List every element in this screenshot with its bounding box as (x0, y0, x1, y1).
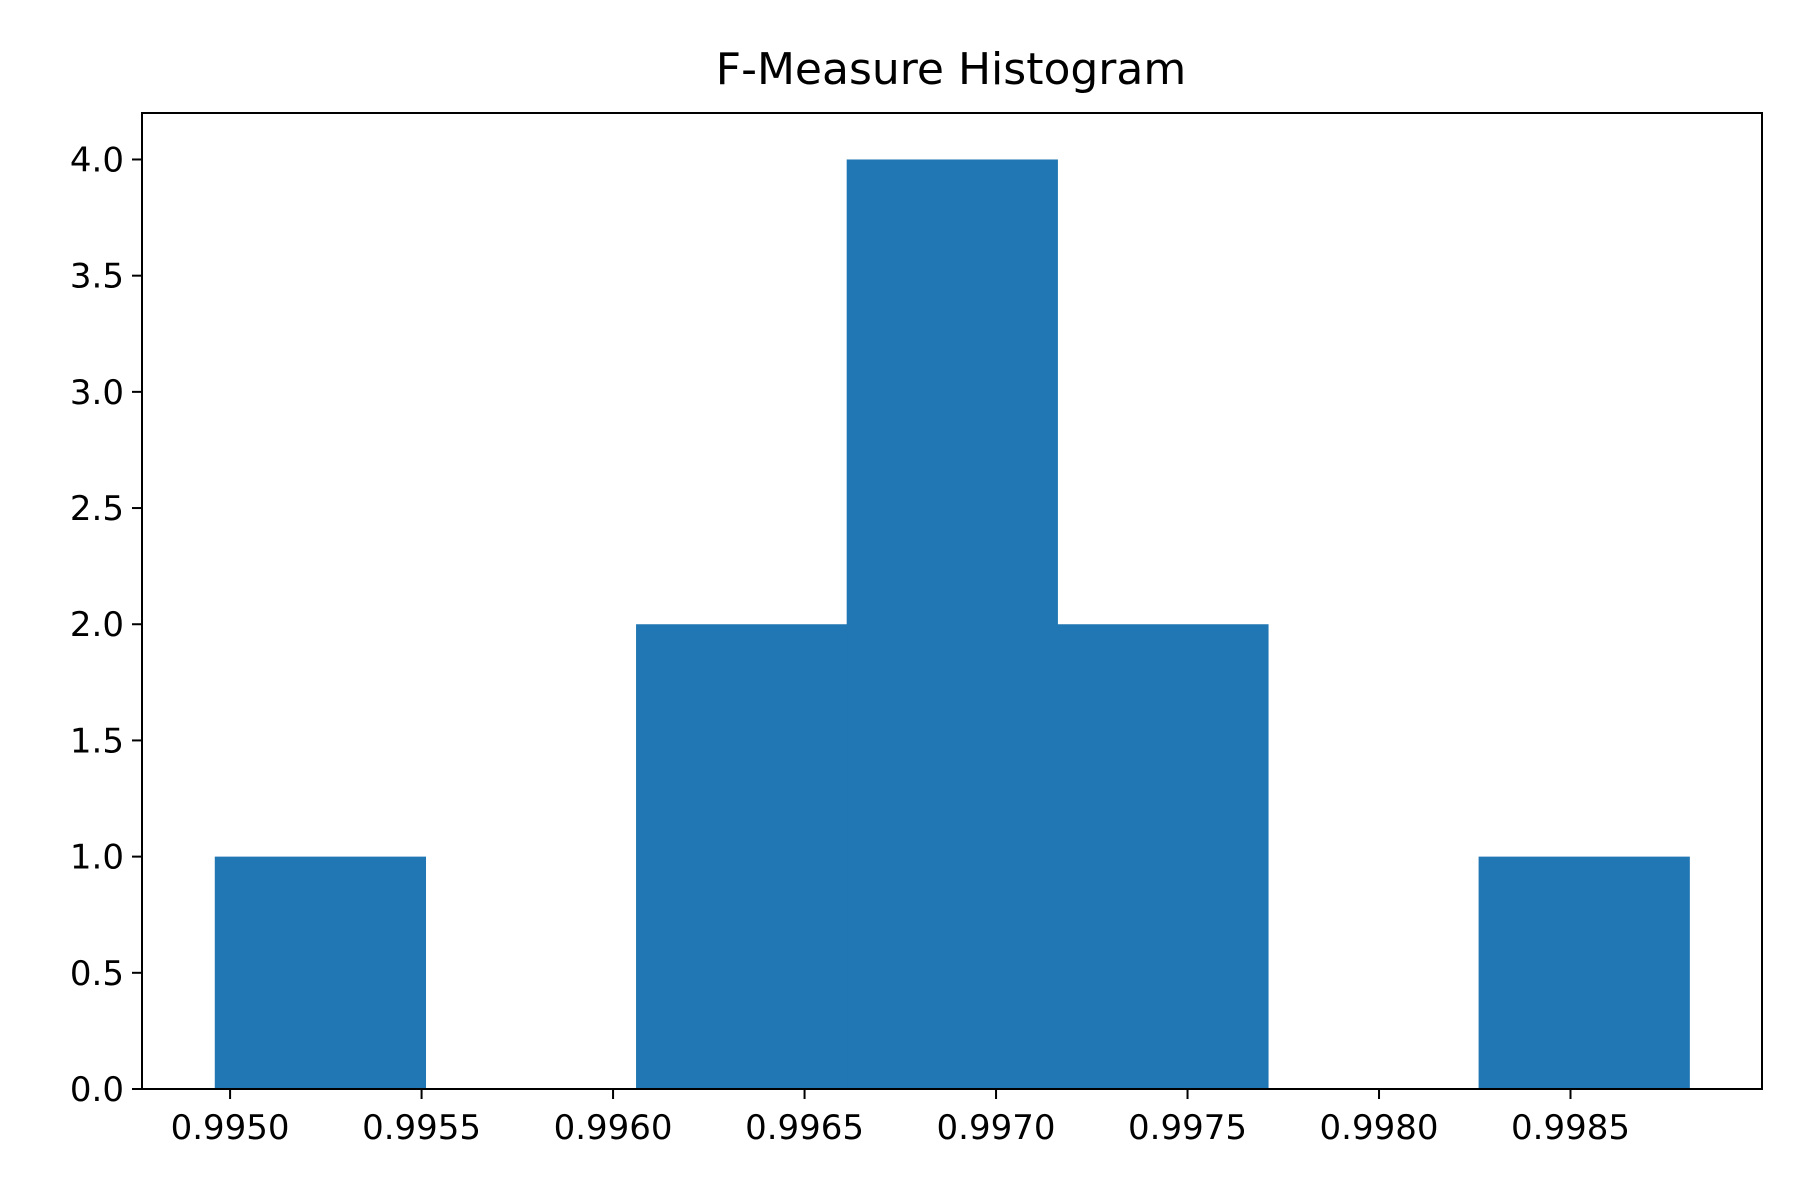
y-tick-label-7: 3.5 (70, 257, 124, 297)
x-tick-label-4: 0.9970 (937, 1108, 1056, 1148)
y-tick-label-2: 1.0 (70, 838, 124, 878)
plot-frame (141, 112, 1763, 1090)
histogram-bar-6 (1478, 856, 1690, 1089)
x-tick-label-1: 0.9955 (362, 1108, 481, 1148)
chart-title: F-Measure Histogram (716, 44, 1186, 95)
y-tick-label-4: 2.0 (70, 605, 124, 645)
histogram-bar-2 (636, 624, 848, 1089)
histogram-bar-4 (1057, 624, 1269, 1089)
x-tick-label-7: 0.9985 (1511, 1108, 1630, 1148)
y-tick-label-6: 3.0 (70, 373, 124, 413)
x-axis-ticks: 0.9950 0.9955 0.9960 0.9965 0.9970 0.9975 0.99… (171, 1089, 1630, 1148)
histogram-bar-3 (846, 159, 1058, 1090)
bars-layer (214, 159, 1690, 1090)
y-tick-label-3: 1.5 (70, 721, 124, 761)
x-tick-label-6: 0.9980 (1320, 1108, 1439, 1148)
y-axis-ticks: 0.0 0.5 1.0 1.5 2.0 2.5 3.0 3.5 4.0 (70, 140, 142, 1110)
x-tick-label-5: 0.9975 (1128, 1108, 1247, 1148)
y-tick-label-5: 2.5 (70, 489, 124, 529)
x-tick-label-3: 0.9965 (745, 1108, 864, 1148)
y-tick-label-1: 0.5 (70, 954, 124, 994)
histogram-bar-0 (214, 856, 427, 1089)
x-tick-label-2: 0.9960 (554, 1108, 673, 1148)
y-tick-label-0: 0.0 (70, 1070, 124, 1110)
x-tick-label-0: 0.9950 (171, 1108, 290, 1148)
y-tick-label-8: 4.0 (70, 140, 124, 180)
